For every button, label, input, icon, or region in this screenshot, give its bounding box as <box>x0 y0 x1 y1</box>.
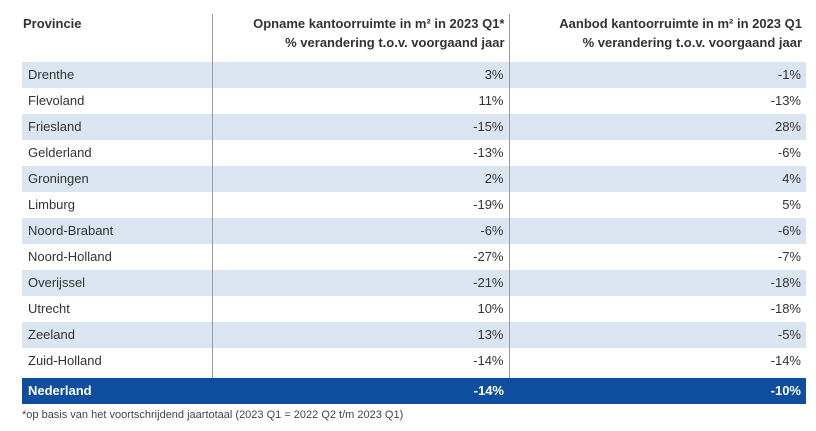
province-name: Groningen <box>22 166 212 192</box>
province-name: Overijssel <box>22 270 212 296</box>
table-row: Limburg -19% 5% <box>22 192 806 218</box>
province-name: Gelderland <box>22 140 212 166</box>
table-row: Noord-Brabant -6% -6% <box>22 218 806 244</box>
aanbod-value: -7% <box>508 244 806 270</box>
opname-value: 10% <box>211 296 509 322</box>
header-aanbod: Aanbod kantoorruimte in m² in 2023 Q1 % … <box>508 14 806 62</box>
header-province: Provincie <box>23 16 82 31</box>
table-row: Overijssel -21% -18% <box>22 270 806 296</box>
table-row: Noord-Holland -27% -7% <box>22 244 806 270</box>
province-name: Friesland <box>22 114 212 140</box>
aanbod-value: 28% <box>508 114 806 140</box>
table-row: Flevoland 11% -13% <box>22 88 806 114</box>
opname-value: 2% <box>211 166 509 192</box>
aanbod-value: -5% <box>508 322 806 348</box>
province-name: Zeeland <box>22 322 212 348</box>
opname-value: -15% <box>211 114 509 140</box>
province-name: Limburg <box>22 192 212 218</box>
total-name: Nederland <box>22 378 212 404</box>
aanbod-value: -1% <box>508 62 806 88</box>
opname-value: 3% <box>211 62 509 88</box>
opname-value: -21% <box>211 270 509 296</box>
opname-value: -19% <box>211 192 509 218</box>
total-spacer <box>22 374 806 378</box>
aanbod-value: 4% <box>508 166 806 192</box>
opname-value: 11% <box>211 88 509 114</box>
footnote: *op basis van het voortschrijdend jaarto… <box>22 409 404 421</box>
opname-value: -13% <box>211 140 509 166</box>
table-row: Friesland -15% 28% <box>22 114 806 140</box>
aanbod-value: -14% <box>508 348 806 374</box>
aanbod-value: -18% <box>508 270 806 296</box>
aanbod-value: -6% <box>508 218 806 244</box>
aanbod-value: -6% <box>508 140 806 166</box>
table-row: Zuid-Holland -14% -14% <box>22 348 806 374</box>
header-aanbod-line1: Aanbod kantoorruimte in m² in 2023 Q1 <box>559 16 802 31</box>
total-opname: -14% <box>212 378 509 404</box>
office-space-table: Provincie Opname kantoorruimte in m² in … <box>22 14 806 404</box>
aanbod-value: 5% <box>508 192 806 218</box>
table-row: Utrecht 10% -18% <box>22 296 806 322</box>
opname-value: -14% <box>211 348 509 374</box>
province-name: Utrecht <box>22 296 212 322</box>
header-opname-line1: Opname kantoorruimte in m² in 2023 Q1* <box>253 16 505 31</box>
province-name: Flevoland <box>22 88 212 114</box>
aanbod-value: -18% <box>508 296 806 322</box>
province-name: Noord-Brabant <box>22 218 212 244</box>
opname-value: 13% <box>211 322 509 348</box>
province-name: Noord-Holland <box>22 244 212 270</box>
header-opname-line2: % verandering t.o.v. voorgaand jaar <box>285 35 505 50</box>
header-opname: Opname kantoorruimte in m² in 2023 Q1* %… <box>211 14 509 62</box>
total-row: Nederland -14% -10% <box>22 378 806 404</box>
table-row: Drenthe 3% -1% <box>22 62 806 88</box>
office-space-table-container: Provincie Opname kantoorruimte in m² in … <box>22 14 806 404</box>
opname-value: -27% <box>211 244 509 270</box>
province-name: Zuid-Holland <box>22 348 212 374</box>
province-name: Drenthe <box>22 62 212 88</box>
aanbod-value: -13% <box>508 88 806 114</box>
header-aanbod-line2: % verandering t.o.v. voorgaand jaar <box>582 35 802 50</box>
table-row: Gelderland -13% -6% <box>22 140 806 166</box>
total-aanbod: -10% <box>509 378 806 404</box>
table-header-row: Provincie Opname kantoorruimte in m² in … <box>22 14 806 62</box>
opname-value: -6% <box>211 218 509 244</box>
table-row: Zeeland 13% -5% <box>22 322 806 348</box>
table-row: Groningen 2% 4% <box>22 166 806 192</box>
